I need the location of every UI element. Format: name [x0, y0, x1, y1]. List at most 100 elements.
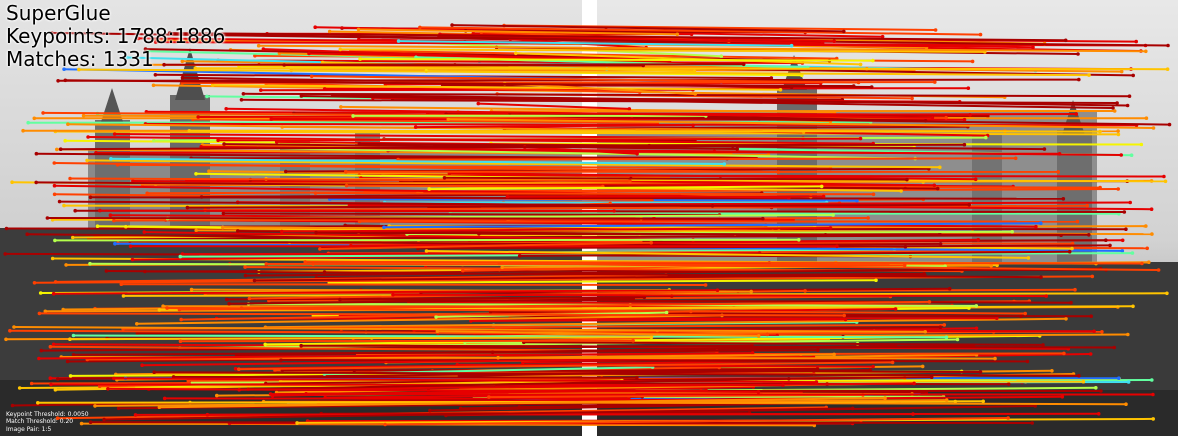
match-line: [470, 318, 846, 322]
match-line: [385, 417, 1009, 426]
keypoint-dot: [391, 292, 395, 297]
match-line: [147, 188, 1119, 195]
keypoint-dot: [765, 332, 770, 337]
keypoint-dot: [81, 113, 86, 118]
keypoint-dot: [761, 216, 765, 221]
keypoint-dot: [505, 194, 510, 199]
keypoint-dot: [1056, 170, 1060, 174]
match-line: [179, 300, 930, 311]
keypoint-dot: [1077, 373, 1081, 378]
keypoint-dot: [750, 351, 755, 355]
match-line: [383, 222, 1041, 229]
keypoint-dot: [1041, 343, 1045, 347]
keypoint-dot: [320, 60, 325, 65]
keypoint-dot: [4, 337, 8, 342]
keypoint-dot: [812, 423, 817, 428]
keypoint-dot: [1162, 174, 1166, 179]
keypoint-dot: [434, 315, 438, 319]
keypoint-dot: [1150, 378, 1154, 382]
match-line: [169, 32, 1066, 42]
keypoint-dot: [1030, 421, 1034, 425]
keypoint-dot: [944, 398, 949, 402]
keypoint-dot: [299, 94, 304, 98]
keypoint-dot: [1127, 94, 1132, 98]
keypoint-dot: [38, 291, 43, 295]
keypoint-dot: [343, 223, 348, 228]
match-line: [243, 92, 1130, 98]
keypoint-dot: [455, 363, 460, 367]
match-line: [524, 146, 638, 155]
keypoint-dot: [789, 43, 794, 48]
keypoint-dot: [856, 80, 861, 85]
match-line: [212, 84, 781, 91]
matches-count: Matches: 1331: [6, 47, 154, 71]
match-line: [346, 184, 603, 188]
keypoint-dot: [1124, 227, 1128, 231]
keypoint-dot: [1081, 379, 1086, 384]
keypoint-dot: [902, 263, 907, 267]
keypoint-dot: [938, 165, 942, 170]
match-line: [437, 330, 759, 337]
keypoint-dot: [45, 216, 50, 220]
keypoint-dot: [1092, 329, 1096, 334]
keypoint-dot: [1122, 210, 1127, 214]
keypoint-dot: [264, 262, 269, 266]
keypoint-dot: [34, 151, 39, 156]
match-line: [340, 48, 985, 53]
keypoint-dot: [756, 390, 761, 394]
keypoint-dot: [835, 244, 839, 249]
keypoint-dot: [10, 180, 14, 184]
keypoint-dot: [55, 147, 59, 152]
match-line: [280, 359, 1028, 363]
match-line: [73, 349, 818, 356]
match-line: [329, 279, 877, 284]
keypoint-dot: [418, 25, 422, 30]
keypoint-dot: [932, 183, 937, 188]
keypoint-dot: [21, 128, 25, 133]
keypoint-dot: [121, 294, 126, 298]
match-line: [415, 124, 694, 129]
keypoint-dot: [205, 412, 210, 417]
keypoint-dot: [819, 184, 824, 189]
keypoint-dot: [383, 422, 387, 427]
keypoint-dot: [1150, 232, 1154, 236]
keypoint-dot: [1088, 352, 1093, 356]
keypoint-dot: [649, 335, 654, 340]
keypoint-dot: [153, 73, 158, 77]
keypoint-dot: [71, 333, 76, 338]
match-line: [54, 238, 799, 242]
keypoint-dot: [131, 179, 135, 183]
keypoint-dot: [514, 51, 518, 56]
keypoint-dot: [1134, 39, 1138, 44]
match-line: [106, 270, 1042, 279]
keypoint-dot: [1044, 294, 1048, 298]
match-line: [205, 204, 1088, 212]
keypoint-dot: [277, 51, 282, 56]
match-line: [319, 241, 652, 250]
keypoint-dot: [703, 283, 708, 287]
keypoint-dot: [1033, 404, 1037, 408]
keypoint-dot: [730, 144, 735, 148]
keypoint-dot: [935, 186, 940, 191]
keypoint-dot: [858, 62, 863, 67]
keypoint-dot: [1074, 112, 1079, 116]
keypoint-dot: [236, 229, 240, 233]
keypoint-dot: [280, 229, 284, 234]
match-line: [452, 24, 844, 33]
match-line: [223, 212, 720, 216]
keypoint-dot: [41, 111, 45, 115]
keypoint-dot: [424, 249, 429, 253]
keypoint-dot: [1073, 287, 1077, 292]
match-line: [265, 317, 1067, 329]
keypoint-dot: [309, 74, 314, 79]
keypoint-dot: [140, 363, 144, 368]
keypoint-dot: [43, 309, 48, 314]
keypoint-dot: [37, 311, 42, 316]
match-line: [38, 352, 753, 360]
keypoint-dot: [842, 29, 846, 34]
keypoint-dot: [1023, 311, 1027, 316]
keypoint-threshold-label: Keypoint Threshold: 0.0050: [6, 410, 89, 418]
keypoint-dot: [243, 273, 248, 278]
keypoint-dot: [966, 86, 971, 90]
keypoint-dot: [500, 265, 505, 270]
